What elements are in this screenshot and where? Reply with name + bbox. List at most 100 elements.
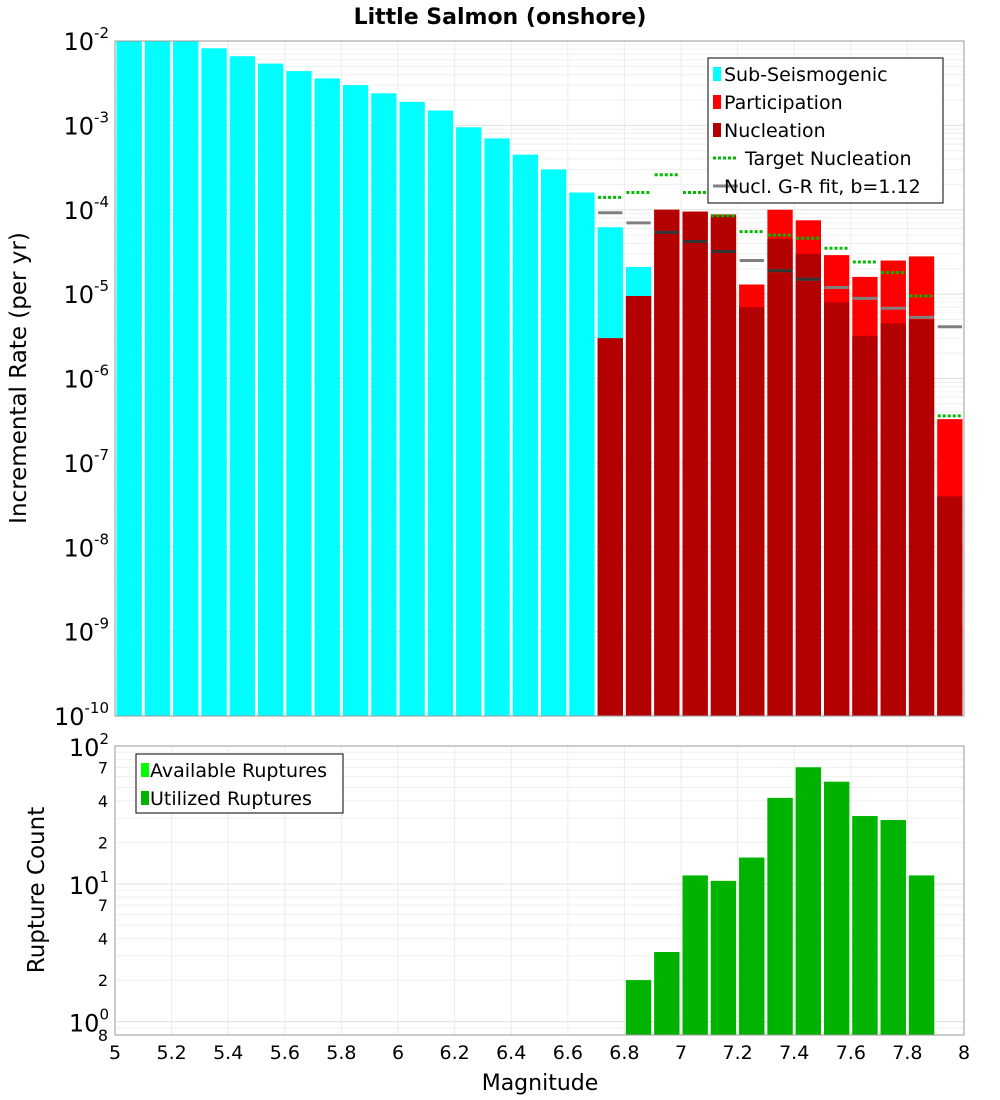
x-tick-label: 7.8 (892, 1042, 922, 1064)
top-bar-sub-seismogenic (286, 71, 312, 716)
top-bar-sub-seismogenic (144, 41, 171, 716)
top-y-tick-label: 10-10 (54, 699, 109, 731)
top-bar-sub-seismogenic (399, 101, 425, 716)
bottom-y-tick-label: 102 (69, 730, 109, 762)
bottom-y-tick-label: 100 (69, 1006, 109, 1038)
bottom-bar-utilized-ruptures (908, 875, 935, 1035)
top-legend-label: Sub-Seismogenic (724, 64, 888, 86)
top-bar-nucleation (937, 496, 963, 716)
top-legend-swatch (713, 123, 721, 137)
top-bar-nucleation (852, 335, 878, 716)
x-tick-label: 7.6 (836, 1042, 866, 1064)
x-tick-label: 5.8 (326, 1042, 356, 1064)
top-legend-label: Participation (724, 92, 843, 114)
top-y-tick-label: 10-7 (63, 446, 109, 478)
x-tick-label: 6 (392, 1042, 404, 1064)
top-y-axis-label: Incremental Rate (per yr) (6, 232, 32, 524)
bottom-legend-swatch (141, 763, 149, 777)
bottom-legend-box (135, 753, 344, 814)
tick-base: 10 (63, 450, 94, 478)
top-legend-swatch (713, 95, 721, 109)
bottom-bar-utilized-ruptures (824, 781, 850, 1035)
bottom-y-axis-label: Rupture Count (24, 807, 50, 973)
bottom-bar-utilized-ruptures (739, 857, 765, 1035)
bottom-bar-utilized-ruptures (852, 816, 878, 1035)
tick-exponent: 1 (99, 868, 109, 886)
tick-base: 10 (54, 703, 85, 731)
top-bar-nucleation (682, 211, 708, 716)
top-bar-sub-seismogenic (371, 93, 397, 716)
top-legend-label: Target Nucleation (744, 148, 912, 170)
x-tick-label: 6.6 (553, 1042, 583, 1064)
bottom-legend-label: Utilized Ruptures (150, 788, 312, 810)
top-bar-nucleation (625, 296, 652, 716)
tick-exponent: -3 (94, 108, 109, 126)
tick-base: 10 (63, 619, 94, 647)
top-bar-nucleation (908, 319, 935, 716)
bottom-plot-frame (114, 745, 965, 1036)
top-bars (116, 41, 963, 717)
top-bar-sub-seismogenic (229, 56, 255, 717)
tick-exponent: -10 (85, 699, 110, 717)
top-plot-frame (114, 40, 965, 717)
top-legend-label: Nucl. G-R fit, b=1.12 (724, 176, 921, 198)
top-legend: Sub-Seismogenic Participation Nucleation Ta… (707, 57, 944, 204)
top-bar-sub-seismogenic (173, 41, 199, 716)
bottom-bar-utilized-ruptures (654, 952, 680, 1035)
top-bar-nucleation (824, 302, 850, 716)
x-tick-label: 6.4 (496, 1042, 526, 1064)
top-y-tick-label: 10-5 (63, 277, 109, 309)
x-tick-label: 5.4 (213, 1042, 243, 1064)
bottom-y-tick-label: 101 (69, 868, 109, 900)
bottom-bar-utilized-ruptures (767, 797, 793, 1035)
tick-base: 10 (63, 534, 94, 562)
top-bar-sub-seismogenic (116, 41, 142, 716)
bottom-y-minor-tick-label: 8 (98, 1026, 108, 1045)
top-bar-nucleation (767, 239, 793, 716)
top-y-tick-label: 10-4 (63, 193, 109, 225)
top-gridlines (114, 40, 965, 717)
x-tick-label: 6.8 (609, 1042, 639, 1064)
top-bar-nucleation (654, 209, 680, 716)
top-legend-box (707, 57, 944, 204)
chart-title: Little Salmon (onshore) (354, 5, 647, 30)
top-bar-nucleation (597, 338, 623, 716)
top-bar-sub-seismogenic (427, 110, 454, 716)
top-bar-sub-seismogenic (484, 138, 510, 717)
bottom-y-minor-tick-label: 4 (98, 792, 108, 811)
x-tick-label: 7 (675, 1042, 687, 1064)
top-y-tick-label: 10-9 (63, 615, 109, 647)
top-bar-sub-seismogenic (342, 85, 369, 716)
tick-base: 10 (63, 197, 94, 225)
top-bar-sub-seismogenic (569, 192, 595, 717)
top-bar-nucleation (880, 323, 906, 716)
top-bar-sub-seismogenic (541, 169, 567, 716)
bottom-y-minor-tick-label: 2 (98, 971, 108, 990)
bottom-y-minor-tick-label: 7 (98, 896, 108, 915)
bottom-bars (625, 767, 935, 1035)
bottom-y-minor-tick-label: 2 (98, 833, 108, 852)
bottom-bar-utilized-ruptures (682, 875, 708, 1035)
bottom-y-minor-tick-label: 7 (98, 758, 108, 777)
tick-base: 10 (63, 112, 94, 140)
top-legend-label: Nucleation (724, 120, 826, 142)
top-bar-sub-seismogenic (512, 154, 538, 716)
tick-exponent: -7 (94, 446, 109, 464)
x-tick-label: 5.2 (156, 1042, 186, 1064)
tick-base: 10 (69, 1010, 100, 1038)
top-bar-nucleation (739, 307, 765, 716)
x-tick-label: 7.2 (722, 1042, 752, 1064)
tick-base: 10 (63, 28, 94, 56)
top-y-tick-label: 10-3 (63, 108, 109, 140)
bottom-bar-utilized-ruptures (710, 880, 737, 1035)
bottom-legend-label: Available Ruptures (150, 760, 327, 782)
tick-exponent: -6 (94, 362, 109, 380)
bottom-legend: Available Ruptures Utilized Ruptures (135, 753, 344, 814)
top-bar-sub-seismogenic (201, 48, 227, 716)
x-axis-label: Magnitude (482, 1071, 599, 1096)
top-fit-lines (598, 173, 962, 418)
x-tick-labels: 5 5.2 5.4 5.6 5.8 6 6.2 6.4 6.6 6.8 7 7.2 7.4 7.6 7.8 8 (109, 1042, 970, 1064)
top-y-tick-label: 10-6 (63, 362, 109, 394)
